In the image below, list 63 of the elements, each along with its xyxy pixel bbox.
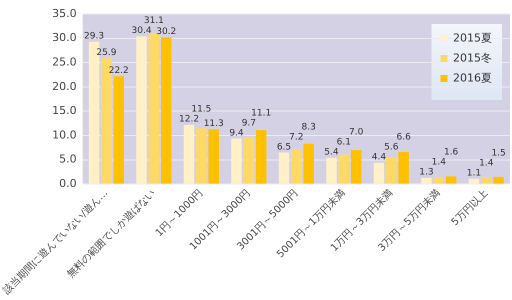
data-label: 5.4 <box>324 148 339 158</box>
data-label: 1.1 <box>466 168 482 179</box>
y-tick-label: 25.0 <box>52 55 77 68</box>
bar <box>350 150 362 184</box>
data-label: 5.6 <box>384 142 399 153</box>
data-label: 6.6 <box>396 132 412 143</box>
data-label: 9.7 <box>242 118 256 128</box>
data-label: 7.0 <box>348 128 364 138</box>
data-label: 1.3 <box>419 168 434 178</box>
data-label: 7.2 <box>289 132 304 142</box>
bar <box>434 177 444 184</box>
data-label: 6.5 <box>276 142 292 152</box>
bar <box>338 154 350 184</box>
data-label: 30.2 <box>156 27 176 38</box>
data-label: 1.4 <box>432 158 446 168</box>
data-label: 8.3 <box>302 122 316 132</box>
data-label: 25.9 <box>96 48 117 58</box>
bar <box>184 124 194 184</box>
y-tick-label: 20.0 <box>52 80 77 93</box>
bar <box>160 37 172 184</box>
bar <box>278 152 290 184</box>
data-label: 1.6 <box>444 148 459 158</box>
y-tick-label: 5.0 <box>59 152 77 166</box>
y-tick-label: 30.0 <box>52 31 77 44</box>
data-label: 1.4 <box>479 158 494 169</box>
data-label: 1.5 <box>491 148 506 159</box>
data-label: 9.4 <box>229 128 244 138</box>
data-label: 4.4 <box>372 152 386 163</box>
y-tick-label: 10.0 <box>52 128 77 142</box>
y-tick-label: 0.0 <box>59 176 77 190</box>
bar <box>303 144 314 184</box>
bar <box>374 162 384 184</box>
bar <box>326 158 337 184</box>
bar <box>291 149 302 184</box>
bar <box>114 76 124 184</box>
bar <box>244 136 254 184</box>
legend-label: 2015夏 <box>453 31 492 44</box>
y-tick-label: 15.0 <box>52 104 77 118</box>
bar <box>386 156 397 184</box>
bar <box>446 176 456 184</box>
data-label: 11.5 <box>191 104 212 115</box>
bar <box>398 152 409 184</box>
x-tick-label: 5万円以上 <box>448 186 490 228</box>
data-label: 11.3 <box>204 119 224 130</box>
data-label: 30.4 <box>132 26 152 36</box>
bar <box>468 178 480 184</box>
legend-label: 2016夏 <box>453 71 492 84</box>
y-tick-label: 35.0 <box>52 6 77 20</box>
bar <box>231 138 242 184</box>
data-label: 11.1 <box>251 108 272 118</box>
data-label: 29.3 <box>84 32 104 42</box>
data-label: 6.1 <box>336 138 351 148</box>
bar <box>136 36 147 184</box>
bar <box>196 128 207 184</box>
data-label: 12.2 <box>179 114 200 125</box>
data-label: 31.1 <box>144 16 164 26</box>
bar <box>421 178 432 184</box>
bar <box>208 129 219 184</box>
bar <box>256 130 266 184</box>
bar <box>148 32 160 184</box>
legend-label: 2015冬 <box>453 51 492 64</box>
bar <box>493 176 504 184</box>
bar <box>481 177 492 184</box>
